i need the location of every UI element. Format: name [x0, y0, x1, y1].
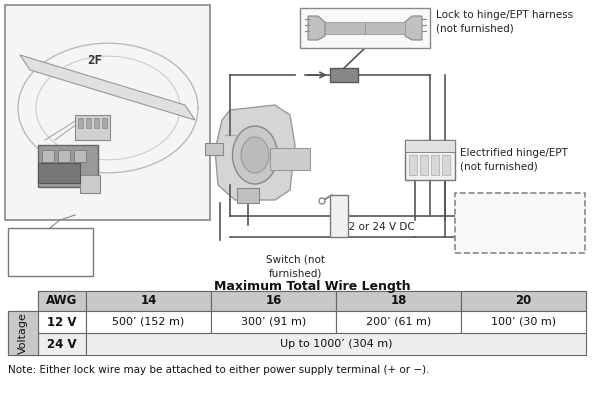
Bar [237, 188, 259, 203]
Text: 100’ (30 m): 100’ (30 m) [491, 317, 556, 327]
Bar [300, 8, 430, 48]
Text: 12 or 24 V DC: 12 or 24 V DC [342, 222, 414, 232]
Bar [78, 118, 83, 128]
Bar [270, 148, 310, 170]
Text: 12 V: 12 V [47, 315, 77, 328]
Bar [205, 143, 223, 155]
Text: 2F: 2F [88, 53, 103, 66]
Text: Lock to hinge/EPT harness
(not furnished): Lock to hinge/EPT harness (not furnished… [436, 10, 573, 33]
Text: Mode
select
switch: Mode select switch [13, 230, 54, 267]
Bar [461, 291, 586, 311]
Text: Voltage: Voltage [18, 312, 28, 354]
Bar [38, 333, 86, 355]
Text: 24 V: 24 V [47, 337, 77, 350]
Bar [38, 291, 586, 311]
Polygon shape [405, 16, 422, 40]
Bar [330, 68, 358, 82]
Ellipse shape [241, 137, 269, 173]
Text: 20: 20 [516, 295, 532, 308]
Bar [58, 150, 70, 162]
Bar [8, 311, 38, 333]
Bar [405, 140, 455, 152]
Bar [5, 5, 210, 220]
Bar [80, 175, 100, 193]
Polygon shape [20, 55, 195, 120]
Bar [431, 155, 439, 175]
Bar [442, 155, 450, 175]
Bar [94, 118, 99, 128]
Bar [86, 291, 211, 311]
Bar [461, 311, 586, 333]
Bar [211, 291, 336, 311]
Text: Up to 1000’ (304 m): Up to 1000’ (304 m) [280, 339, 392, 349]
Text: 14: 14 [140, 295, 157, 308]
Bar [38, 311, 86, 333]
Bar [211, 311, 336, 333]
Bar [420, 155, 428, 175]
Ellipse shape [232, 126, 278, 184]
Bar [86, 311, 211, 333]
Text: Electrified hinge/EPT
(not furnished): Electrified hinge/EPT (not furnished) [460, 148, 568, 171]
Bar [75, 115, 110, 140]
Bar [409, 155, 417, 175]
Bar [8, 311, 38, 355]
Bar [74, 150, 86, 162]
Polygon shape [308, 16, 325, 40]
Bar [336, 311, 461, 333]
Text: 500’ (152 m): 500’ (152 m) [113, 317, 185, 327]
Polygon shape [215, 105, 295, 200]
Bar [455, 193, 585, 253]
Bar [38, 145, 98, 187]
Text: 18: 18 [390, 295, 406, 308]
Text: Note: Either lock wire may be attached to either power supply terminal (+ or −).: Note: Either lock wire may be attached t… [8, 365, 430, 375]
Text: 200’ (61 m): 200’ (61 m) [366, 317, 431, 327]
Text: Maximum Total Wire Length: Maximum Total Wire Length [214, 280, 410, 293]
Text: AWG: AWG [46, 295, 77, 308]
Bar [38, 291, 86, 311]
Bar [86, 118, 91, 128]
Bar [405, 140, 455, 180]
Text: 300’ (91 m): 300’ (91 m) [241, 317, 306, 327]
Bar [42, 150, 54, 162]
Bar [8, 228, 93, 276]
Circle shape [319, 198, 325, 204]
Bar [102, 118, 107, 128]
Text: 16: 16 [265, 295, 282, 308]
Bar [325, 22, 405, 34]
Bar [86, 333, 586, 355]
Bar [336, 291, 461, 311]
Bar [8, 333, 38, 355]
Bar [38, 163, 80, 183]
Text: Power supply
12 or 24 VDC
(not furnished): Power supply 12 or 24 VDC (not furnished… [476, 202, 564, 240]
Text: Switch (not
furnished): Switch (not furnished) [265, 255, 324, 278]
Bar [330, 195, 348, 237]
